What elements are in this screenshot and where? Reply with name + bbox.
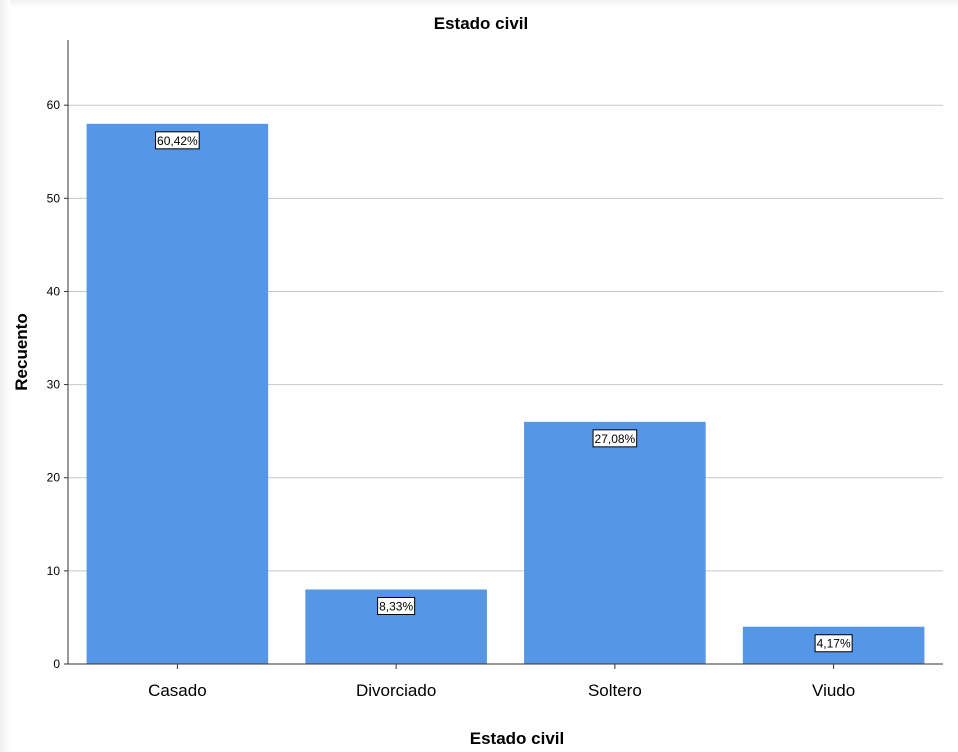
y-tick-label: 40 xyxy=(47,284,61,298)
y-tick-label: 50 xyxy=(47,191,61,205)
gridlines xyxy=(68,104,943,572)
data-label-box xyxy=(592,429,638,448)
data-label-box xyxy=(155,131,200,150)
data-label: 60,42% xyxy=(157,134,198,148)
bar-soltero[interactable] xyxy=(524,421,706,664)
x-axis-title: Estado civil xyxy=(470,729,564,748)
x-tick-label-divorciado: Divorciado xyxy=(356,681,436,700)
x-tick-label-viudo: Viudo xyxy=(812,681,855,700)
chart-title: Estado civil xyxy=(434,14,528,33)
bar-casado[interactable] xyxy=(86,123,269,664)
x-tick-label-soltero: Soltero xyxy=(588,681,642,700)
data-label: 27,08% xyxy=(595,432,636,446)
y-tick-label: 60 xyxy=(47,98,61,112)
x-tick-labels: Casado Divorciado Soltero Viudo xyxy=(148,681,855,700)
y-tick-label: 10 xyxy=(47,564,61,578)
window-left-edge xyxy=(0,0,10,752)
window-top-edge xyxy=(0,0,958,8)
x-tick-label-casado: Casado xyxy=(148,681,207,700)
data-labels: 60,42% 8,33% 27,08% 4,17% xyxy=(155,131,853,653)
axes xyxy=(64,40,943,669)
data-label-box xyxy=(377,596,416,615)
y-axis-title: Recuento xyxy=(12,313,31,390)
data-label: 4,17% xyxy=(817,637,851,651)
y-tick-label: 20 xyxy=(47,471,61,485)
y-tick-label: 30 xyxy=(47,378,61,392)
bars xyxy=(86,123,925,664)
data-label-box xyxy=(814,634,853,653)
y-tick-label: 0 xyxy=(53,657,60,671)
y-tick-labels: 0 10 20 30 40 50 60 xyxy=(47,98,61,671)
data-label: 8,33% xyxy=(379,599,413,613)
